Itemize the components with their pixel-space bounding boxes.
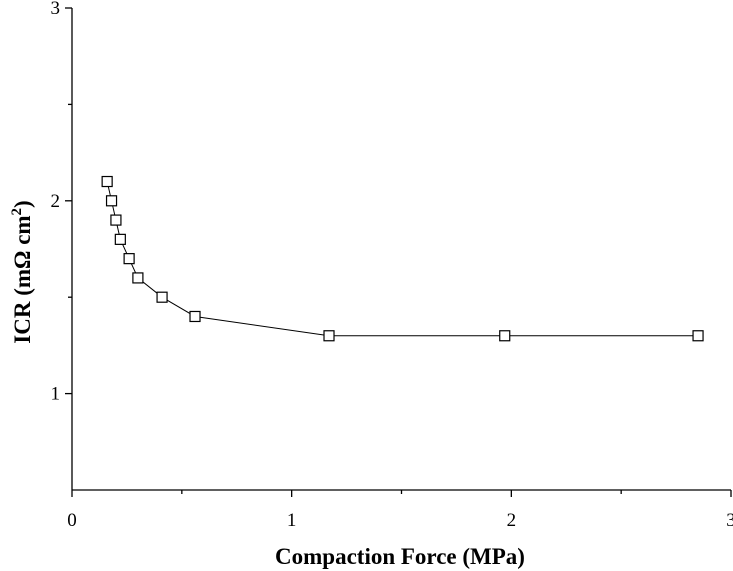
- data-point: [114, 233, 126, 245]
- data-point: [105, 195, 118, 207]
- data-point: [110, 214, 122, 226]
- x-tick-label: 3: [726, 510, 733, 531]
- x-tick-label: 1: [287, 510, 297, 531]
- data-point: [123, 253, 135, 265]
- y-axis-title-sup: 2: [9, 208, 25, 216]
- y-axis-title-main: ICR (mΩ cm: [10, 215, 35, 343]
- x-tick-label: 2: [507, 510, 517, 531]
- x-axis-title: Compaction Force (MPa): [275, 544, 525, 569]
- data-point: [101, 175, 113, 188]
- series: [101, 175, 704, 342]
- tick-labels: 0 1 2 3 1 2 3: [51, 0, 733, 531]
- y-tick-label: 3: [51, 0, 61, 19]
- data-point: [499, 330, 511, 342]
- axes: [71, 8, 731, 491]
- y-tick-label: 1: [51, 384, 61, 405]
- y-axis-title-end: ): [10, 200, 35, 208]
- x-tick-label: 0: [67, 510, 77, 531]
- data-point: [132, 272, 144, 284]
- y-axis-title: ICR (mΩ cm2): [9, 200, 35, 343]
- data-point: [189, 310, 201, 323]
- y-tick-label: 2: [51, 191, 61, 212]
- data-point: [323, 330, 335, 342]
- data-point: [156, 291, 168, 303]
- ticks: [65, 7, 732, 497]
- data-point: [692, 330, 704, 342]
